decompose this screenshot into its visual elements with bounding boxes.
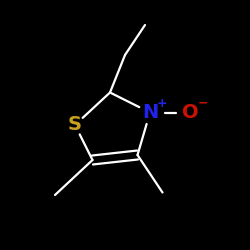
Text: S: S — [68, 116, 82, 134]
Text: O: O — [182, 103, 198, 122]
Text: N: N — [142, 103, 158, 122]
Text: +: + — [157, 97, 167, 110]
Text: −: − — [197, 97, 208, 110]
